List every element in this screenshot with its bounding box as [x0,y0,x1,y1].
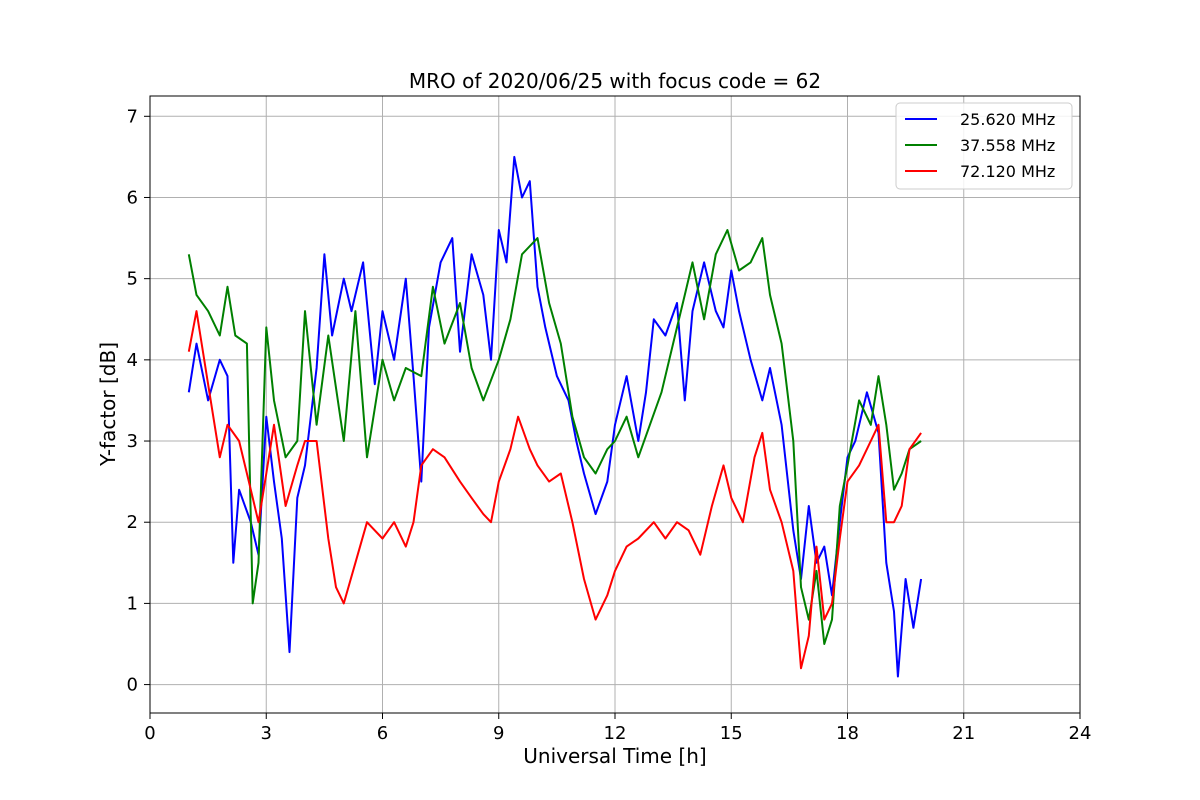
y-tick-label: 3 [127,431,138,452]
x-tick-label: 12 [604,723,627,744]
legend-label-1: 25.620 MHz [960,110,1055,129]
legend-label-3: 72.120 MHz [960,162,1055,181]
y-tick-label: 7 [127,106,138,127]
x-tick-label: 9 [493,723,504,744]
y-axis-ticks: 0 1 2 3 4 5 6 7 [127,106,150,696]
series-layer [187,155,923,678]
x-axis-ticks: 0 3 6 9 12 15 18 21 24 [144,713,1091,744]
x-tick-label: 3 [261,723,272,744]
x-tick-label: 15 [720,723,743,744]
y-tick-label: 0 [127,675,138,696]
x-tick-label: 18 [836,723,859,744]
legend: 25.620 MHz 37.558 MHz 72.120 MHz [895,102,1073,190]
legend-label-2: 37.558 MHz [960,136,1055,155]
y-tick-label: 2 [127,512,138,533]
y-axis-label: Y-factor [dB] [96,342,120,467]
x-tick-label: 24 [1069,723,1092,744]
series-line-3 [187,310,922,670]
x-axis-label: Universal Time [h] [523,744,706,768]
y-tick-label: 6 [127,187,138,208]
chart-title: MRO of 2020/06/25 with focus code = 62 [409,69,821,93]
x-tick-label: 6 [377,723,388,744]
y-tick-label: 5 [127,269,138,290]
y-tick-label: 1 [127,593,138,614]
x-tick-label: 21 [952,723,975,744]
legend-box [895,102,1073,190]
y-tick-label: 4 [127,350,138,371]
series-line-1 [187,155,923,678]
series-line-2 [187,229,922,645]
x-tick-label: 0 [144,723,155,744]
